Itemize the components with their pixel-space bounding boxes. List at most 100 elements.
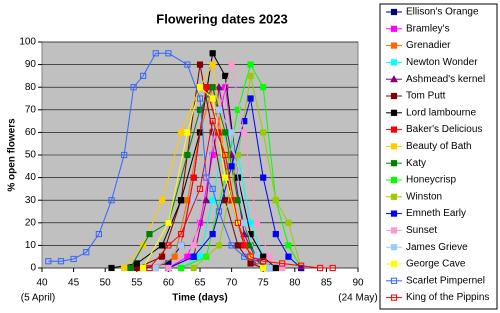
marker — [247, 72, 254, 80]
marker — [228, 61, 235, 68]
legend-label: Ashmead's kernel — [406, 74, 485, 85]
marker — [146, 264, 153, 272]
y-tick-label: 10 — [25, 240, 37, 251]
marker — [177, 242, 185, 249]
marker — [247, 61, 254, 68]
marker — [329, 264, 336, 272]
marker — [190, 242, 197, 249]
x-axis-label: Time (days) — [172, 293, 227, 304]
marker — [272, 264, 279, 272]
y-tick-label: 90 — [25, 59, 37, 70]
marker — [152, 264, 159, 272]
marker — [209, 231, 216, 238]
legend-label: James Grieve — [406, 242, 468, 253]
x-tick-label: 40 — [36, 278, 48, 289]
y-axis-label: % open flowers — [7, 118, 18, 192]
marker — [165, 50, 172, 57]
chart-title: Flowering dates 2023 — [156, 11, 288, 26]
legend-label: Honeycrisp — [406, 175, 456, 186]
marker — [209, 197, 216, 204]
marker — [222, 197, 229, 204]
marker — [298, 262, 305, 269]
legend-label: King of the Pippins — [406, 292, 489, 303]
legend-label: Baker's Delicious — [406, 124, 482, 135]
marker — [266, 264, 273, 272]
x-tick-label: 55 — [131, 278, 143, 289]
marker — [234, 242, 242, 249]
marker — [209, 50, 216, 57]
x-tick-label: 90 — [352, 278, 364, 289]
x-tick-label: 65 — [194, 278, 206, 289]
marker — [209, 185, 216, 193]
marker — [228, 129, 235, 136]
x-tick-label: 75 — [258, 278, 270, 289]
legend-label: Bramley's — [406, 23, 450, 34]
marker — [241, 219, 248, 226]
legend-marker — [390, 294, 398, 301]
marker — [190, 253, 197, 260]
marker — [247, 95, 254, 102]
legend-marker — [390, 126, 398, 133]
legend-marker — [390, 260, 398, 268]
marker — [190, 264, 197, 272]
marker — [196, 61, 204, 68]
legend-label: Ellison's Orange — [406, 7, 479, 18]
marker — [253, 219, 260, 226]
legend-marker — [390, 193, 398, 200]
marker — [234, 219, 242, 226]
marker — [228, 242, 235, 249]
y-tick-label: 20 — [25, 217, 37, 228]
marker — [241, 253, 248, 260]
marker — [260, 253, 267, 260]
legend-marker — [390, 160, 398, 167]
marker — [140, 72, 147, 80]
legend-marker — [390, 277, 398, 284]
marker — [108, 264, 115, 272]
marker — [260, 264, 267, 272]
marker — [247, 253, 254, 260]
legend — [379, 3, 498, 310]
marker — [272, 197, 279, 204]
y-tick-label: 100 — [19, 37, 36, 48]
marker — [158, 197, 166, 204]
marker — [260, 174, 267, 181]
marker — [279, 260, 286, 267]
series-line — [149, 119, 333, 269]
marker — [108, 197, 115, 204]
marker — [202, 196, 211, 204]
marker — [316, 264, 324, 272]
marker — [158, 242, 166, 249]
marker — [222, 151, 229, 159]
series-line — [168, 98, 302, 269]
marker — [196, 95, 204, 102]
marker — [285, 219, 292, 226]
x-tick-label: 45 — [68, 278, 80, 289]
marker — [222, 72, 229, 80]
marker — [215, 106, 223, 113]
marker — [95, 231, 102, 238]
marker — [184, 61, 191, 68]
legend-label: Katy — [406, 158, 426, 169]
marker — [130, 84, 137, 91]
y-tick-label: 50 — [25, 150, 37, 161]
legend-marker — [390, 25, 398, 32]
marker — [260, 258, 267, 265]
legend-label: Emneth Early — [406, 208, 466, 219]
legend-marker — [390, 92, 398, 100]
x-tick-label: 70 — [226, 278, 238, 289]
marker — [140, 264, 147, 272]
y-tick-label: 30 — [25, 195, 37, 206]
date-annotation: (5 April) — [21, 293, 55, 304]
x-tick-label: 85 — [321, 278, 333, 289]
marker — [209, 84, 216, 91]
legend-label: Tom Putt — [406, 91, 446, 102]
series-line — [48, 52, 258, 262]
marker — [260, 84, 267, 91]
marker — [45, 258, 52, 265]
marker — [70, 255, 77, 263]
legend-marker — [390, 227, 398, 234]
y-tick-label: 70 — [25, 104, 37, 115]
legend-label: Sunset — [406, 225, 437, 236]
legend-marker — [390, 109, 398, 116]
legend-marker — [390, 42, 398, 49]
